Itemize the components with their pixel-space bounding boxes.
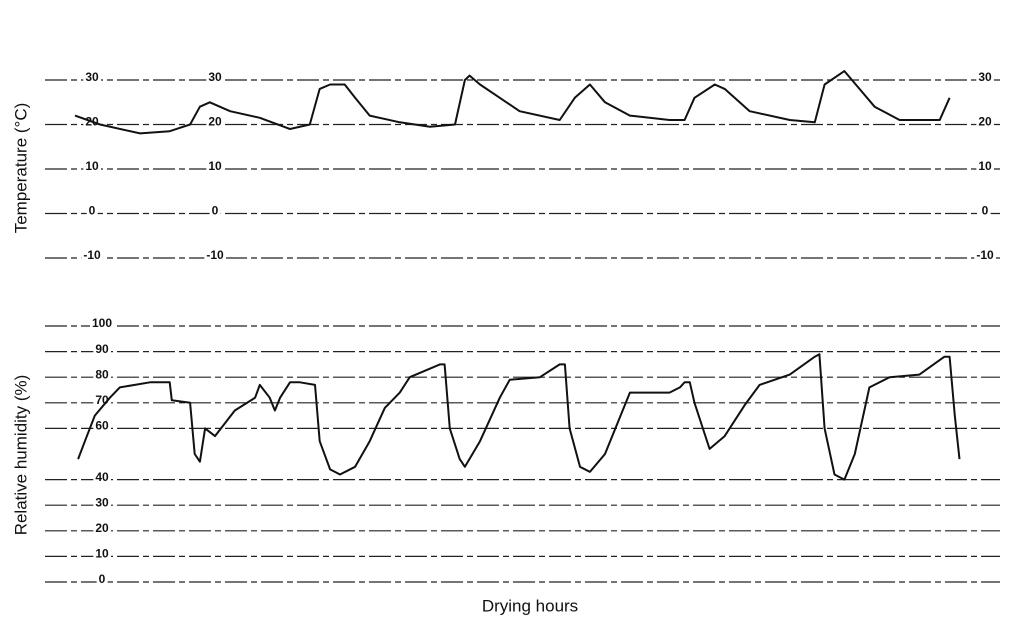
y-tick-label: 20 bbox=[208, 115, 222, 129]
y-axis-title: Temperature (°C) bbox=[11, 103, 30, 234]
y-tick-label: -10 bbox=[206, 248, 224, 262]
y-tick-label: -10 bbox=[976, 248, 994, 262]
tick-label-bg bbox=[93, 418, 111, 433]
y-tick-label: 0 bbox=[99, 572, 106, 586]
tick-label-bg bbox=[976, 70, 994, 85]
tick-label-bg bbox=[93, 469, 111, 484]
y-tick-label: 40 bbox=[95, 470, 109, 484]
tick-label-bg bbox=[974, 248, 996, 263]
y-tick-label: 20 bbox=[95, 521, 109, 535]
tick-label-bg bbox=[93, 367, 111, 382]
y-tick-label: 10 bbox=[208, 159, 222, 173]
y-tick-label: 60 bbox=[95, 419, 109, 433]
y-tick-label: 30 bbox=[95, 495, 109, 509]
y-tick-label: 10 bbox=[85, 159, 99, 173]
tick-label-bg bbox=[86, 203, 98, 218]
tick-label-bg bbox=[93, 495, 111, 510]
tick-label-bg bbox=[93, 341, 111, 356]
tick-label-bg bbox=[89, 316, 115, 331]
tick-label-bg bbox=[979, 203, 991, 218]
y-axis-title: Relative humidity (%) bbox=[11, 375, 30, 536]
tick-label-bg bbox=[96, 572, 108, 587]
y-tick-label: 20 bbox=[978, 115, 992, 129]
tick-label-bg bbox=[206, 114, 224, 129]
y-tick-label: 30 bbox=[208, 70, 222, 84]
tick-label-bg bbox=[976, 159, 994, 174]
x-axis-title: Drying hours bbox=[482, 596, 578, 615]
tick-label-bg bbox=[93, 520, 111, 535]
y-tick-label: -10 bbox=[83, 248, 101, 262]
tick-label-bg bbox=[93, 392, 111, 407]
data-line bbox=[77, 353, 961, 481]
y-tick-label: 100 bbox=[92, 316, 112, 330]
tick-label-bg bbox=[83, 70, 101, 85]
tick-label-bg bbox=[206, 70, 224, 85]
data-line bbox=[74, 70, 951, 135]
y-tick-label: 30 bbox=[85, 70, 99, 84]
y-tick-label: 0 bbox=[982, 204, 989, 218]
tick-label-bg bbox=[209, 203, 221, 218]
tick-label-bg bbox=[83, 159, 101, 174]
y-tick-label: 0 bbox=[89, 204, 96, 218]
tick-label-bg bbox=[976, 114, 994, 129]
y-tick-label: 80 bbox=[95, 367, 109, 381]
tick-label-bg bbox=[206, 159, 224, 174]
y-tick-label: 30 bbox=[978, 70, 992, 84]
y-tick-label: 10 bbox=[95, 547, 109, 561]
y-tick-label: 10 bbox=[978, 159, 992, 173]
y-tick-label: 90 bbox=[95, 342, 109, 356]
tick-label-bg bbox=[81, 248, 103, 263]
y-tick-label: 0 bbox=[212, 204, 219, 218]
tick-label-bg bbox=[204, 248, 226, 263]
tick-label-bg bbox=[93, 546, 111, 561]
